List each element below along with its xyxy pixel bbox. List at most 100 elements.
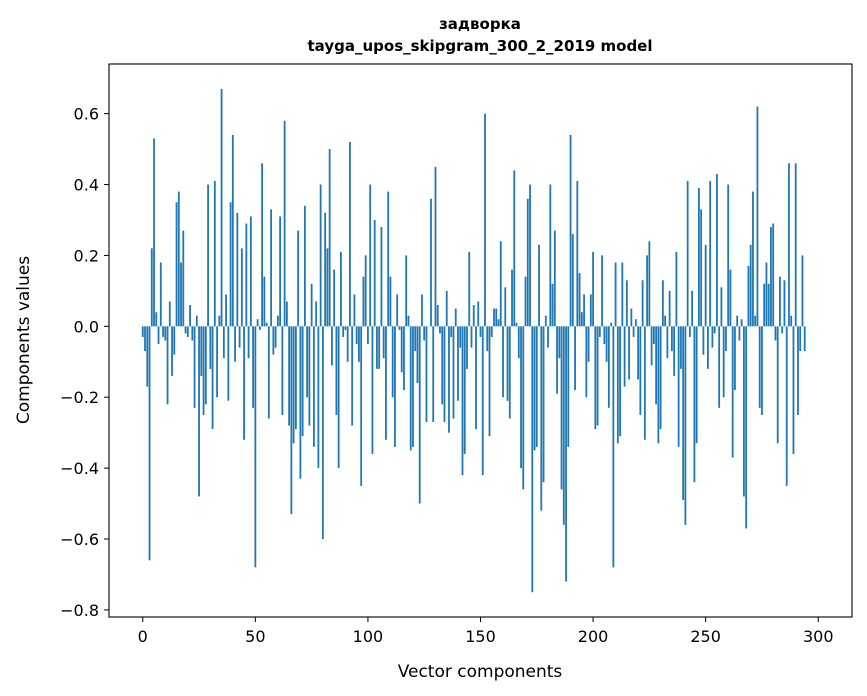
bar-17 [180, 262, 182, 327]
bar-105 [378, 326, 381, 369]
bar-69 [297, 230, 300, 327]
bar-274 [758, 326, 761, 408]
bar-249 [702, 326, 705, 355]
bar-171 [526, 198, 529, 327]
bar-215 [625, 280, 628, 327]
bar-28 [204, 326, 207, 405]
bar-43 [238, 326, 241, 348]
bar-31 [211, 326, 214, 430]
bar-129 [432, 326, 435, 423]
bar-57 [270, 209, 273, 327]
y-tick-label: −0.2 [60, 388, 99, 407]
bar-285 [783, 280, 786, 327]
bar-259 [725, 326, 727, 352]
bar-257 [720, 287, 723, 327]
bar-123 [418, 326, 421, 504]
bar-269 [747, 266, 750, 327]
bar-264 [736, 315, 739, 327]
bar-282 [776, 326, 779, 444]
bar-147 [472, 305, 475, 327]
bar-130 [434, 166, 437, 327]
y-axis: −0.8 −0.6 −0.4 −0.2 0.0 0.2 0.4 0.6 [60, 105, 109, 620]
bar-207 [607, 326, 610, 408]
bar-168 [520, 326, 522, 469]
bar-11 [166, 326, 169, 405]
bar-80 [321, 326, 324, 540]
bar-24 [195, 315, 198, 327]
bar-262 [731, 326, 734, 458]
y-tick-label: −0.4 [60, 459, 99, 478]
x-tick-label: 0 [138, 627, 148, 646]
bar-263 [734, 326, 736, 391]
bar-193 [576, 180, 579, 327]
bar-166 [515, 322, 518, 327]
bar-134 [443, 326, 446, 423]
bar-114 [398, 326, 401, 330]
bar-211 [616, 326, 619, 444]
bar-294 [803, 326, 806, 352]
bar-72 [303, 205, 306, 327]
bar-184 [556, 326, 558, 394]
bar-223 [643, 326, 646, 440]
bar-122 [416, 326, 419, 384]
bar-148 [475, 326, 477, 430]
bar-246 [695, 326, 698, 444]
x-tick-label: 50 [245, 627, 265, 646]
x-tick-label: 200 [578, 627, 609, 646]
bar-59 [274, 326, 277, 348]
bar-55 [265, 322, 268, 327]
bar-195 [580, 312, 583, 327]
bar-247 [698, 188, 700, 327]
bar-157 [495, 308, 498, 327]
bar-149 [477, 301, 480, 327]
bar-227 [652, 326, 655, 345]
bar-142 [461, 326, 464, 476]
chart-subtitle: tayga_upos_skipgram_300_2_2019 model [308, 37, 653, 55]
bar-281 [774, 326, 777, 341]
bar-67 [292, 326, 295, 444]
bar-238 [677, 326, 680, 447]
bar-143 [463, 326, 466, 454]
bar-172 [529, 184, 531, 327]
bar-75 [310, 283, 313, 327]
bar-212 [619, 326, 621, 437]
bar-38 [227, 326, 230, 401]
bar-101 [369, 184, 372, 327]
bar-76 [312, 326, 315, 447]
bar-86 [335, 326, 338, 415]
bar-63 [283, 120, 286, 327]
bar-254 [713, 326, 716, 334]
bar-155 [490, 326, 493, 337]
bar-144 [466, 326, 468, 369]
bar-54 [263, 276, 266, 327]
bar-39 [229, 202, 232, 327]
bar-40 [231, 134, 234, 327]
bar-202 [596, 326, 599, 426]
bar-169 [522, 326, 525, 490]
bar-37 [225, 294, 227, 327]
bar-206 [605, 326, 608, 362]
bar-102 [371, 326, 374, 454]
bar-270 [749, 244, 752, 327]
bar-5 [153, 138, 155, 327]
bar-49 [252, 326, 254, 408]
bar-273 [756, 106, 759, 327]
bar-151 [481, 326, 484, 476]
x-axis: 0 50 100 150 200 250 300 [138, 617, 834, 646]
chart-title: задворка [439, 15, 521, 33]
bar-286 [785, 326, 788, 486]
bar-230 [659, 326, 662, 430]
bar-236 [673, 326, 676, 376]
bar-87 [337, 326, 340, 469]
bar-109 [387, 191, 390, 327]
x-tick-label: 250 [690, 627, 721, 646]
y-tick-label: 0.2 [74, 246, 99, 265]
bar-27 [202, 326, 205, 415]
bar-20 [186, 326, 189, 337]
bar-77 [315, 301, 318, 327]
bar-275 [761, 326, 763, 415]
bar-115 [400, 326, 403, 373]
y-tick-label: −0.6 [60, 530, 99, 549]
bar-196 [583, 294, 585, 327]
